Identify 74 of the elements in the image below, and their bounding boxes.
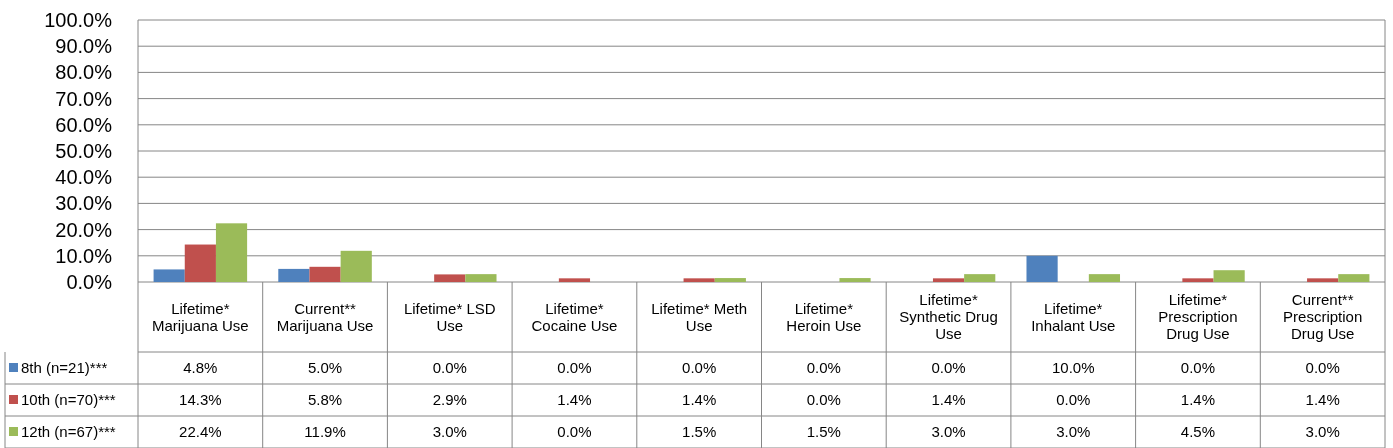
data-label: 10.0% bbox=[1051, 359, 1095, 377]
bar bbox=[215, 223, 248, 282]
data-label: 0.0% bbox=[806, 359, 841, 377]
data-label: 1.4% bbox=[1180, 391, 1216, 409]
data-label: 22.4% bbox=[179, 423, 222, 441]
y-tick-label: 90.0% bbox=[55, 35, 113, 58]
x-tick-label: Lifetime* Marijuana Use bbox=[151, 299, 249, 334]
x-tick-label: Lifetime* Inhalant Use bbox=[1031, 299, 1116, 334]
bar bbox=[1307, 278, 1339, 282]
data-label: 1.4% bbox=[682, 391, 717, 409]
data-label: 0.0% bbox=[557, 359, 592, 377]
bar bbox=[1338, 274, 1370, 282]
bar bbox=[434, 274, 466, 282]
data-label: 11.9% bbox=[304, 423, 346, 441]
data-label: 0.0% bbox=[931, 359, 966, 377]
x-tick-label: Lifetime* Synthetic Drug Use bbox=[899, 291, 998, 343]
bar bbox=[558, 278, 591, 282]
bar bbox=[1026, 255, 1058, 282]
x-tick-label: Current** Prescription Drug Use bbox=[1283, 291, 1363, 343]
data-label: 5.8% bbox=[307, 391, 343, 409]
legend-label: 10th (n=70)*** bbox=[21, 391, 116, 409]
bar bbox=[1213, 270, 1245, 282]
data-label: 3.0% bbox=[1305, 423, 1340, 441]
data-label: 1.4% bbox=[1305, 391, 1340, 409]
y-tick-label: 10.0% bbox=[55, 244, 113, 267]
y-tick-label: 70.0% bbox=[55, 87, 113, 110]
bar bbox=[683, 278, 715, 282]
data-label: 0.0% bbox=[1180, 359, 1216, 377]
y-tick-label: 60.0% bbox=[55, 113, 113, 136]
legend-label: 12th (n=67)*** bbox=[21, 423, 116, 441]
y-tick-label: 0.0% bbox=[66, 271, 113, 293]
x-tick-label: Lifetime* Prescription Drug Use bbox=[1158, 291, 1238, 343]
y-tick-label: 80.0% bbox=[55, 61, 113, 84]
x-tick-label: Current** Marijuana Use bbox=[276, 299, 374, 334]
data-label: 0.0% bbox=[1056, 391, 1091, 409]
x-tick-label: Lifetime* LSD Use bbox=[403, 299, 496, 334]
y-tick-label: 100.0% bbox=[44, 9, 113, 31]
bar bbox=[184, 244, 216, 282]
data-label: 0.0% bbox=[806, 391, 841, 409]
bar bbox=[153, 269, 185, 282]
data-label: 0.0% bbox=[432, 359, 467, 377]
data-label: 1.5% bbox=[682, 423, 717, 441]
bar bbox=[964, 274, 996, 282]
y-tick-label: 50.0% bbox=[55, 140, 113, 162]
legend-label: 8th (n=21)*** bbox=[21, 359, 108, 377]
data-label: 1.5% bbox=[806, 423, 841, 441]
data-label: 0.0% bbox=[682, 359, 717, 377]
bar bbox=[839, 278, 871, 282]
bar bbox=[1182, 278, 1214, 282]
data-label: 0.0% bbox=[1305, 359, 1340, 377]
bar bbox=[465, 274, 497, 282]
data-label: 3.0% bbox=[931, 423, 966, 441]
x-tick-label: Lifetime* Cocaine Use bbox=[531, 299, 618, 334]
y-tick-label: 30.0% bbox=[55, 192, 113, 215]
data-label: 3.0% bbox=[1056, 423, 1091, 441]
bar bbox=[1088, 274, 1121, 282]
x-tick-label: Lifetime* Heroin Use bbox=[786, 299, 862, 334]
data-label: 2.9% bbox=[432, 391, 467, 409]
data-label: 1.4% bbox=[931, 391, 966, 409]
data-label: 14.3% bbox=[179, 391, 222, 409]
bar bbox=[932, 278, 965, 282]
bar bbox=[714, 278, 746, 282]
data-label: 0.0% bbox=[557, 423, 592, 441]
y-tick-label: 40.0% bbox=[55, 166, 113, 189]
data-label: 3.0% bbox=[432, 423, 467, 441]
x-tick-label: Lifetime* Meth Use bbox=[651, 299, 748, 334]
data-label: 5.0% bbox=[307, 359, 343, 377]
data-label: 1.4% bbox=[557, 391, 592, 409]
bar bbox=[340, 250, 372, 282]
data-label: 4.5% bbox=[1180, 423, 1216, 441]
data-label: 4.8% bbox=[183, 359, 218, 377]
bar bbox=[278, 268, 310, 282]
bar bbox=[309, 266, 341, 282]
y-tick-label: 20.0% bbox=[55, 218, 113, 241]
